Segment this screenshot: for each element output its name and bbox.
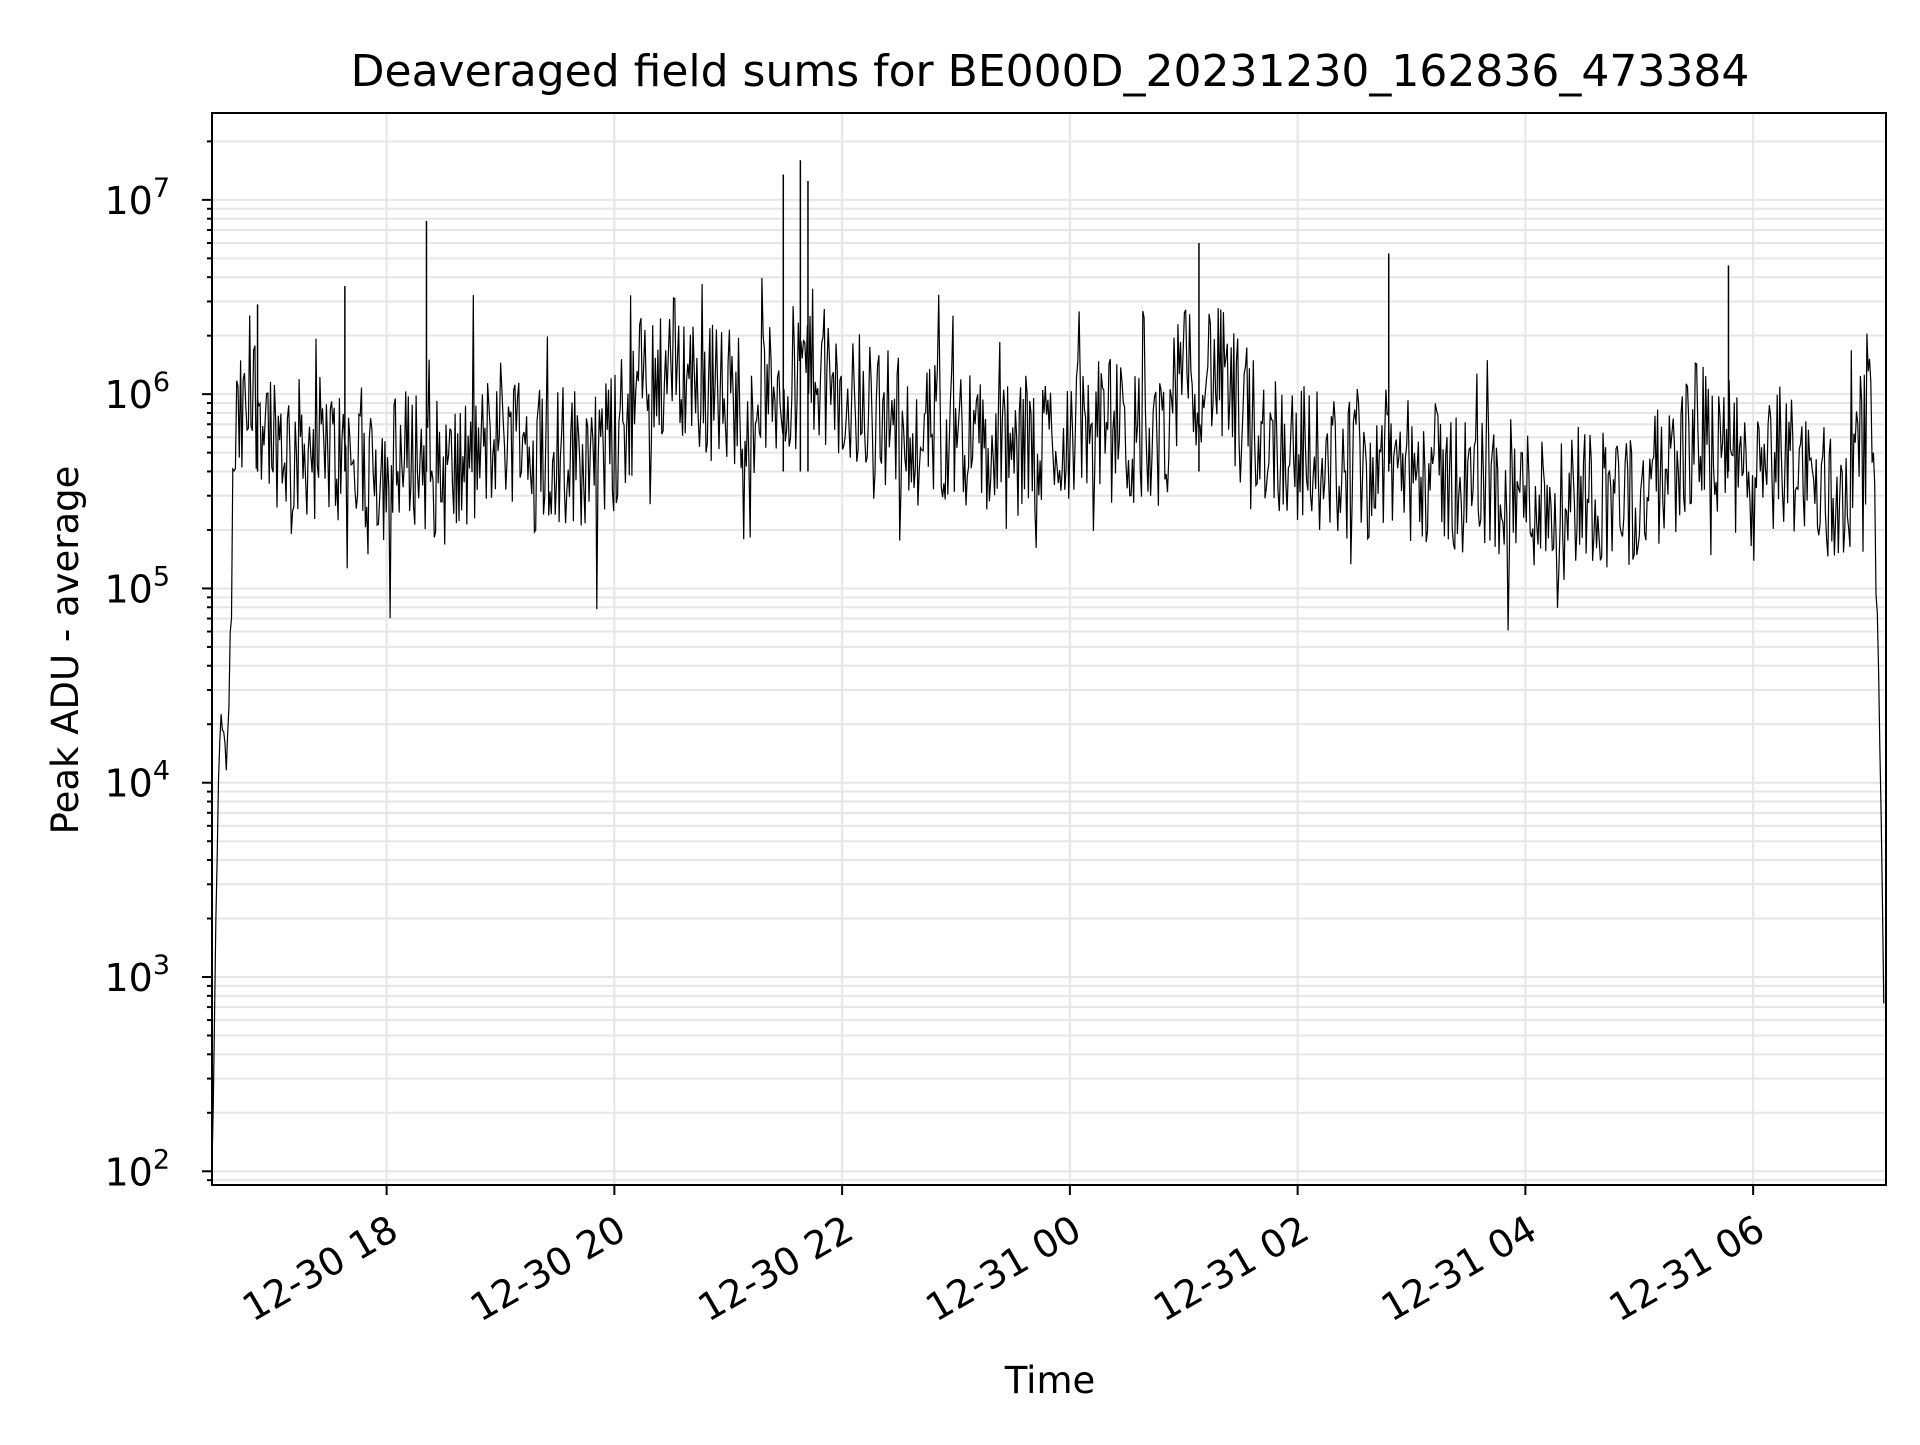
y-tick-label: 102 — [104, 1144, 170, 1194]
data-layer — [211, 160, 1885, 1164]
y-tick-label: 103 — [104, 950, 170, 1000]
y-tick-label: 106 — [104, 367, 170, 417]
grid-layer — [212, 113, 1886, 1185]
y-tick-label: 107 — [104, 173, 170, 223]
series-line — [211, 277, 1885, 1164]
y-axis-label: Peak ADU - average — [44, 466, 87, 835]
chart-title: Deaveraged field sums for BE000D_2023123… — [351, 46, 1750, 97]
y-tick-label: 105 — [104, 561, 170, 611]
x-axis-label: Time — [1004, 1359, 1096, 1402]
y-tick-label: 104 — [104, 756, 170, 806]
plot-frame — [211, 112, 1887, 1186]
